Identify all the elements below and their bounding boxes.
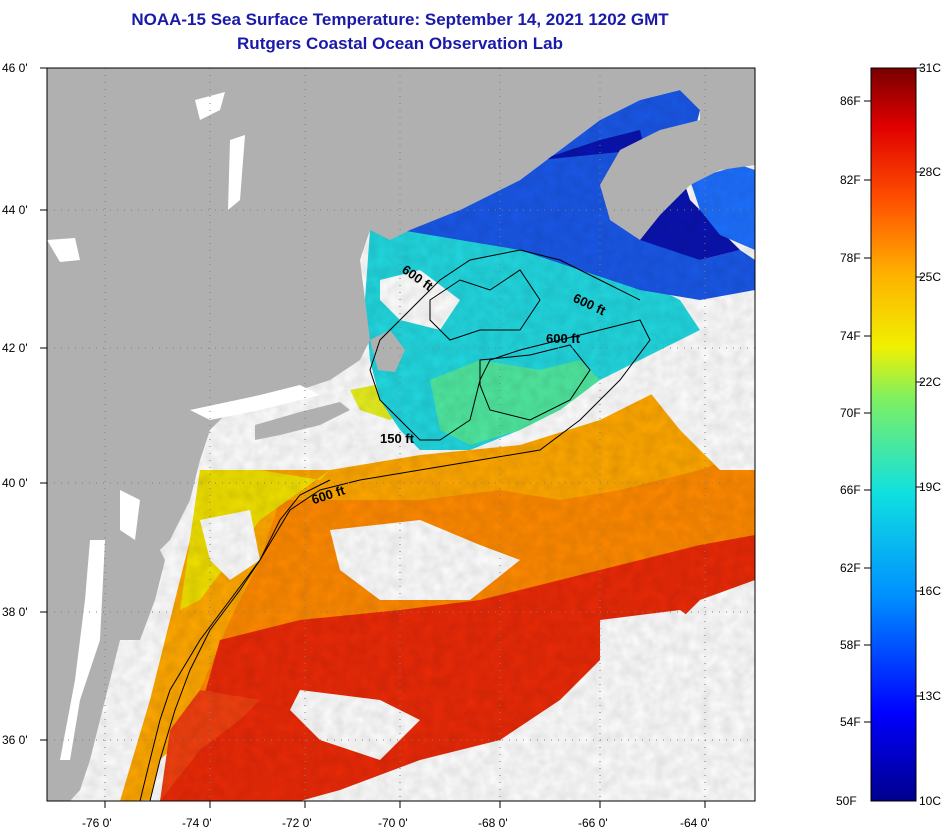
colorbar-ticks [864,67,923,723]
colorbar-label-78f: 78F [840,251,861,265]
colorbar-label-19c: 19C [919,480,942,494]
land-nova-scotia [600,115,755,240]
bay [190,385,320,420]
contour-label-600ft-3: 600 ft [546,331,581,346]
colorbar [870,67,917,802]
lake [195,92,225,120]
bay [60,540,105,760]
lat-label-42: 42 0' [2,341,28,355]
colorbar-label-58f: 58F [840,638,861,652]
lon-label-70: -70 0' [378,816,408,830]
colorbar-label-74f: 74F [840,329,861,343]
lat-label-44: 44 0' [2,203,28,217]
lon-label-74: -74 0' [182,816,212,830]
colorbar-label-13c: 13C [919,689,942,703]
axis-ticks [40,67,706,808]
colorbar-label-62f: 62F [840,561,861,575]
lon-label-64: -64 0' [680,816,710,830]
land-long-island [255,402,350,440]
bay [120,490,140,540]
lon-label-66: -66 0' [578,816,608,830]
colorbar-label-16c: 16C [919,584,942,598]
lake [228,135,245,210]
lon-label-68: -68 0' [478,816,508,830]
bathymetry-contours [139,249,651,801]
lat-label-38: 38 0' [2,605,28,619]
colorbar-label-86f: 86F [840,94,861,108]
land-cape-cod [370,330,405,372]
colorbar-label-28c: 28C [919,165,942,179]
lake [47,238,80,262]
map-title: NOAA-15 Sea Surface Temperature: Septemb… [131,10,669,29]
colorbar-label-70f: 70F [840,406,861,420]
lon-label-72: -72 0' [282,816,312,830]
lat-label-36: 36 0' [2,733,28,747]
colorbar-label-10c: 10C [919,794,942,808]
plot-frame [46,67,756,802]
contour-150ft [149,479,331,801]
land-delmarva [110,520,165,640]
lat-label-46: 46 0' [2,61,28,75]
colorbar-label-22c: 22C [919,375,942,389]
colorbar-label-66f: 66F [840,483,861,497]
colorbar-label-54f: 54F [840,715,861,729]
contour-gulf-of-maine [429,269,541,341]
lon-label-76: -76 0' [82,816,112,830]
lat-label-40: 40 0' [2,476,28,490]
colorbar-label-25c: 25C [919,270,942,284]
colorbar-label-50f: 50F [836,794,857,808]
colorbar-label-31c: 31C [919,61,942,75]
contour-label-150ft: 150 ft [380,431,415,446]
land-us-coast [47,68,755,801]
colorbar-label-82f: 82F [840,173,861,187]
contour-georges-bank [479,344,591,421]
map-subtitle: Rutgers Coastal Ocean Observation Lab [237,34,563,53]
